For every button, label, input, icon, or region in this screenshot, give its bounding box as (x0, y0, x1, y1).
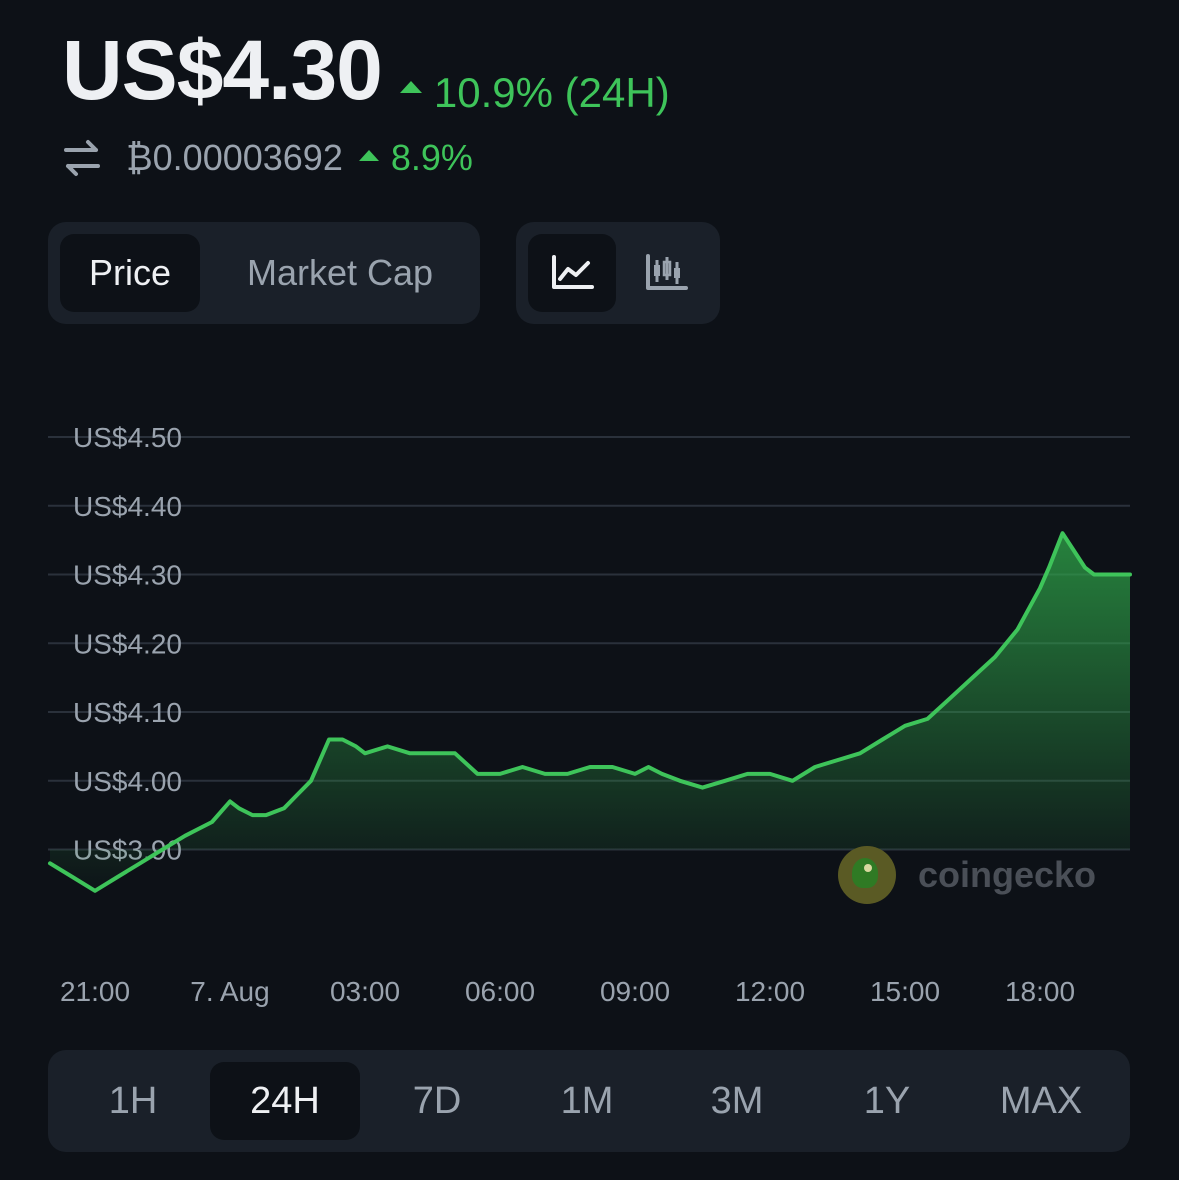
swap-arrows-icon[interactable] (62, 136, 102, 180)
current-price: US$4.30 (62, 23, 383, 117)
range-button-3m[interactable]: 3M (710, 1079, 764, 1122)
candlestick-chart-button[interactable] (622, 234, 710, 312)
range-button-max[interactable]: MAX (999, 1079, 1083, 1122)
coingecko-watermark: coingecko (838, 846, 1096, 904)
price-line (48, 531, 1132, 893)
chart-type-toggle (516, 222, 720, 324)
x-tick-label: 12:00 (734, 976, 806, 1007)
price-change-24h: 10.9% (24H) (399, 69, 670, 117)
price-change-text: 10.9% (24H) (433, 69, 670, 116)
range-button-1y[interactable]: 1Y (863, 1079, 911, 1122)
y-tick-label: US$4.30 (73, 560, 182, 591)
btc-change-text: 8.9% (390, 137, 473, 178)
btc-price-row: ₿0.00003692 8.9% (62, 136, 473, 180)
time-range-selector: 1H 24H 7D 1M 3M 1Y MAX (48, 1050, 1130, 1152)
watermark-text: coingecko (918, 854, 1097, 895)
up-triangle-icon (358, 149, 379, 161)
x-tick-label: 18:00 (1004, 976, 1076, 1007)
x-tick-label: 06:00 (464, 976, 536, 1007)
x-tick-label: 7. Aug (190, 976, 270, 1007)
y-tick-label: US$4.00 (73, 766, 182, 797)
x-tick-label: 03:00 (329, 976, 401, 1007)
price-chart[interactable]: US$4.50 US$4.40 US$4.30 US$4.20 US$4.10 US$4.… (0, 400, 1179, 960)
price-header: US$4.30 10.9% (24H) (62, 22, 670, 119)
tab-price[interactable]: Price (60, 234, 200, 312)
price-area (50, 533, 1130, 891)
metric-toggle: Price Market Cap (48, 222, 480, 324)
range-button-7d[interactable]: 7D (412, 1079, 462, 1122)
x-tick-label: 21:00 (59, 976, 131, 1007)
range-button-1h[interactable]: 1H (108, 1079, 158, 1122)
gecko-logo-icon (838, 846, 896, 904)
line-chart-icon (552, 255, 594, 289)
tab-market-cap[interactable]: Market Cap (246, 252, 434, 293)
btc-price: ₿0.00003692 (126, 137, 343, 178)
btc-change: 8.9% (358, 137, 473, 179)
range-button-24h[interactable]: 24H (210, 1062, 360, 1140)
range-button-1m[interactable]: 1M (560, 1079, 614, 1122)
x-tick-label: 15:00 (869, 976, 941, 1007)
up-triangle-icon (399, 81, 422, 93)
y-tick-label: US$4.50 (73, 422, 182, 453)
y-tick-label: US$4.20 (73, 628, 182, 659)
candlestick-chart-icon (646, 254, 688, 290)
y-tick-label: US$4.40 (73, 491, 182, 522)
x-axis-labels: 21:00 7. Aug 03:00 06:00 09:00 12:00 15:00 18:0… (0, 976, 1179, 1016)
x-tick-label: 09:00 (599, 976, 671, 1007)
line-chart-button[interactable] (528, 234, 616, 312)
y-tick-label: US$4.10 (73, 697, 182, 728)
